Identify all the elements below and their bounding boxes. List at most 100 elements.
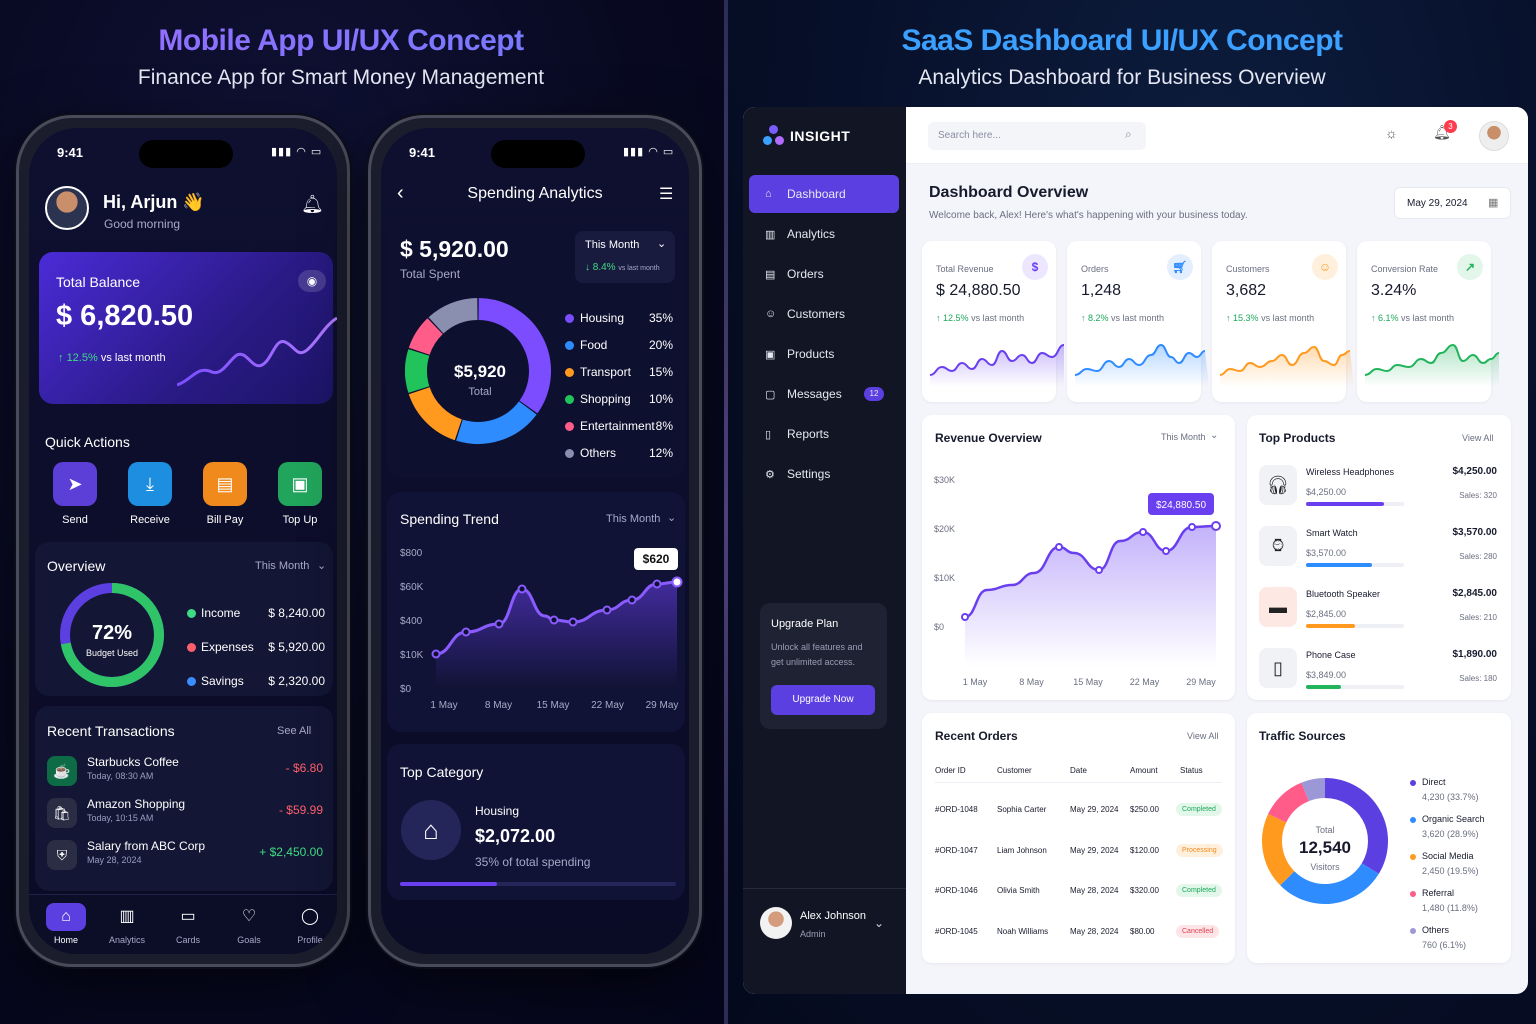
order-date: May 29, 2024 xyxy=(1070,805,1119,814)
upgrade-button[interactable]: Upgrade Now xyxy=(771,685,875,715)
sidebar-item-label: Settings xyxy=(787,467,831,481)
kpi-sparkline xyxy=(1365,343,1499,387)
table-row[interactable]: #ORD-1047 Liam Johnson May 29, 2024 $120.00… xyxy=(922,843,1235,865)
orders-header-cell: Date xyxy=(1070,766,1087,775)
chevron-down-icon[interactable]: ⌄ xyxy=(667,512,677,524)
bottom-nav-goals[interactable]: ♡ Goals xyxy=(224,903,274,949)
search-icon[interactable]: ⌕ xyxy=(1125,127,1132,141)
x-tick-label: 22 May xyxy=(591,700,624,711)
home-icon: ⌂ xyxy=(401,800,461,860)
chevron-down-icon[interactable]: ⌄ xyxy=(1210,430,1219,441)
see-all-link[interactable]: See All xyxy=(277,725,312,737)
transaction-time: Today, 10:15 AM xyxy=(87,813,154,823)
traffic-center-label: Total xyxy=(1315,825,1335,835)
quick-action-top-up-button[interactable]: ▣ xyxy=(278,462,322,506)
revenue-callout-box xyxy=(1148,493,1214,515)
user-avatar[interactable] xyxy=(760,907,792,939)
sidebar-item-settings[interactable]: ⚙ Settings xyxy=(749,455,899,493)
donut-center-value: $5,920 xyxy=(454,362,506,381)
analytics-icon: ▥ xyxy=(119,908,135,925)
x-tick-label: 29 May xyxy=(646,700,679,711)
sidebar-item-products[interactable]: ▣ Products xyxy=(749,335,899,373)
y-tick-label: $30K xyxy=(934,475,955,485)
sidebar-item-orders[interactable]: ▤ Orders xyxy=(749,255,899,293)
bell-icon[interactable]: 🔔︎ xyxy=(301,194,324,214)
back-arrow-icon[interactable]: ‹ xyxy=(397,182,404,204)
filter-icon[interactable]: ☰ xyxy=(659,186,674,203)
bottom-nav-analytics[interactable]: ▥ Analytics xyxy=(102,903,152,949)
coffee-icon: ☕ xyxy=(47,756,77,786)
upgrade-title: Upgrade Plan xyxy=(771,618,839,630)
kpi-change: ↑ 15.3% vs last month xyxy=(1226,313,1314,323)
top-avatar[interactable] xyxy=(1479,121,1509,151)
table-row[interactable]: #ORD-1046 Olivia Smith May 28, 2024 $320.00… xyxy=(922,884,1235,905)
donut-slice-4 xyxy=(1301,778,1326,802)
chevron-down-icon[interactable]: ⌄ xyxy=(874,916,885,930)
donut-slice-3 xyxy=(405,349,430,393)
sidebar-item-label: Analytics xyxy=(787,227,836,241)
balance-change-value: 12.5% xyxy=(66,352,98,364)
sparkline-line xyxy=(1075,343,1206,376)
bottom-nav-cards[interactable]: ▭ Cards xyxy=(163,903,213,949)
period-change: ↓ 8.4% vs last month xyxy=(585,262,660,273)
traffic-title: Traffic Sources xyxy=(1259,729,1346,743)
eye-icon[interactable]: ◉ xyxy=(298,270,326,292)
sidebar-item-customers[interactable]: ☺ Customers xyxy=(749,295,899,333)
legend-label: Transport xyxy=(580,365,631,379)
bottom-nav-home[interactable]: ⌂ Home xyxy=(41,903,91,949)
chevron-down-icon[interactable]: ⌄ xyxy=(317,560,327,572)
upgrade-card: Upgrade Plan Unlock all features and get… xyxy=(760,603,887,729)
quick-action-bill-pay-button[interactable]: ▤ xyxy=(203,462,247,506)
home-icon: ⌂ xyxy=(46,903,86,931)
product-price: $4,250.00 xyxy=(1452,466,1498,477)
page-title: Dashboard Overview xyxy=(929,184,1089,201)
traffic-source-name: Direct xyxy=(1422,777,1446,787)
cart-icon: 🛒︎ xyxy=(1167,254,1193,280)
revenue-area xyxy=(965,526,1216,667)
orders-header-divider xyxy=(935,782,1222,783)
quick-action-receive-button[interactable]: ⤓ xyxy=(128,462,172,506)
search-input[interactable]: Search here... ⌕ xyxy=(928,122,1146,150)
wallet-icon: ▣ xyxy=(291,473,309,494)
avatar[interactable] xyxy=(45,186,89,230)
bottom-nav: ⌂ Home ▥ Analytics ▭ Cards ♡ Goals ◯ Profile xyxy=(29,894,337,954)
table-row[interactable]: #ORD-1048 Sophia Carter May 29, 2024 $250.0… xyxy=(922,803,1235,824)
period-dropdown[interactable]: This Month ⌄ ↓ 8.4% vs last month xyxy=(575,231,675,283)
sidebar-item-analytics[interactable]: ▥ Analytics xyxy=(749,215,899,253)
order-amount: $320.00 xyxy=(1130,886,1159,895)
top-category-name: Housing xyxy=(475,804,520,818)
products-view-all[interactable]: View All xyxy=(1462,433,1494,443)
total-spent: $ 5,920.00 xyxy=(400,236,509,262)
overview-row-value: $ 5,920.00 xyxy=(268,640,325,654)
recent-transactions-card: Recent Transactions See All ☕ Starbucks C… xyxy=(35,706,333,891)
overview-period[interactable]: This Month xyxy=(255,560,310,572)
status-time: 9:41 xyxy=(57,145,84,160)
quick-actions-title: Quick Actions xyxy=(45,434,130,450)
legend-label: Others xyxy=(580,446,617,460)
sidebar-item-reports[interactable]: ▯ Reports xyxy=(749,415,899,453)
status-icons: ▮▮▮ ◠ ▭ xyxy=(271,146,323,158)
quick-action-send-button[interactable]: ➤ xyxy=(53,462,97,506)
product-progress-fill xyxy=(1306,502,1385,506)
orders-view-all[interactable]: View All xyxy=(1187,731,1219,741)
top-category-card: Top Category ⌂ Housing $2,072.00 35% of … xyxy=(387,744,685,900)
period-change-value: 8.4% xyxy=(592,262,616,273)
bottom-nav-profile[interactable]: ◯ Profile xyxy=(285,903,335,949)
sidebar-item-messages[interactable]: ▢ Messages 12 xyxy=(749,375,899,413)
profile-icon: ◯ xyxy=(301,908,319,925)
table-row[interactable]: #ORD-1045 Noah Williams May 28, 2024 $80.00… xyxy=(922,924,1235,946)
page-subtitle: Welcome back, Alex! Here's what's happen… xyxy=(929,210,1248,221)
theme-toggle-icon[interactable]: ☼ xyxy=(1385,125,1398,141)
total-spent-label: Total Spent xyxy=(400,267,461,281)
date-picker[interactable]: May 29, 2024 ▦ xyxy=(1394,187,1511,219)
revenue-period[interactable]: This Month xyxy=(1161,432,1206,442)
send-icon: ➤ xyxy=(67,473,83,494)
transaction-name: Amazon Shopping xyxy=(87,797,186,811)
trend-period[interactable]: This Month xyxy=(606,513,661,525)
product-sub: $2,845.00 xyxy=(1306,609,1347,619)
transaction-time: Today, 08:30 AM xyxy=(87,771,154,781)
products-icon: ▣ xyxy=(765,348,776,361)
phone-notch xyxy=(491,140,585,168)
product-name: Wireless Headphones xyxy=(1306,467,1395,477)
sidebar-item-dashboard[interactable]: ⌂ Dashboard xyxy=(749,175,899,213)
